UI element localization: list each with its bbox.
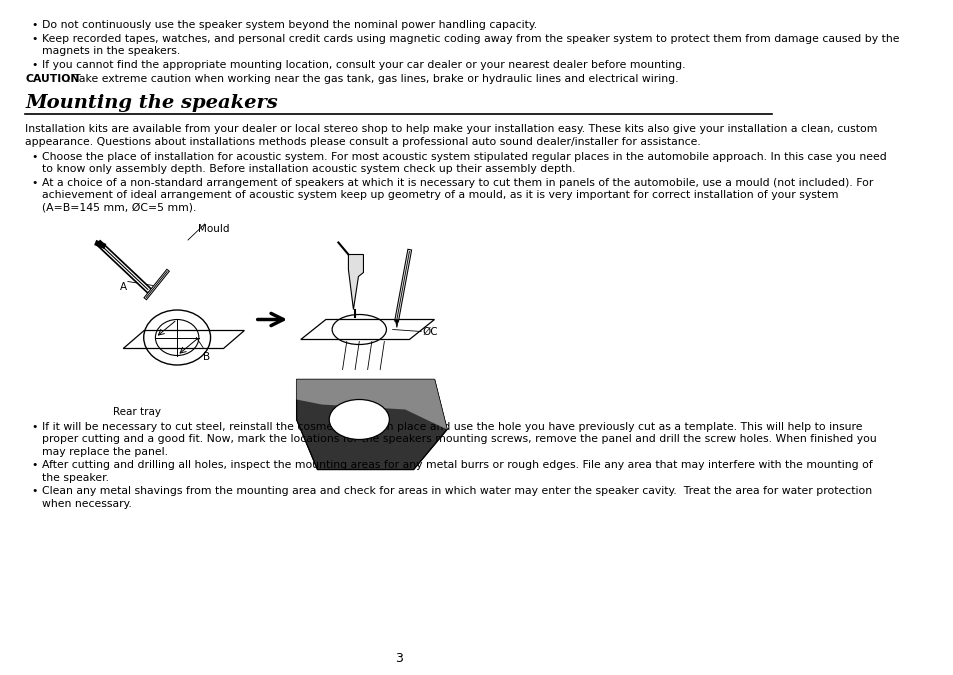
Text: A: A: [119, 281, 127, 292]
Text: Rear tray: Rear tray: [112, 407, 161, 417]
Text: appearance. Questions about installations methods please consult a professional : appearance. Questions about installation…: [25, 137, 700, 147]
Text: •: •: [31, 422, 38, 432]
Text: •: •: [31, 460, 38, 470]
Text: proper cutting and a good fit. Now, mark the locations for the speakers mounting: proper cutting and a good fit. Now, mark…: [42, 435, 876, 445]
Text: may replace the panel.: may replace the panel.: [42, 447, 168, 457]
Polygon shape: [348, 254, 363, 310]
Text: magnets in the speakers.: magnets in the speakers.: [42, 46, 180, 56]
Polygon shape: [296, 379, 447, 470]
Ellipse shape: [329, 400, 389, 439]
Text: •: •: [31, 178, 38, 188]
Text: B: B: [203, 352, 210, 362]
Text: 3: 3: [395, 652, 402, 665]
Text: Mould: Mould: [198, 224, 230, 234]
Text: Mounting the speakers: Mounting the speakers: [25, 94, 277, 111]
Text: •: •: [31, 20, 38, 30]
Text: Keep recorded tapes, watches, and personal credit cards using magnetic coding aw: Keep recorded tapes, watches, and person…: [42, 34, 899, 43]
Polygon shape: [296, 379, 447, 470]
Text: when necessary.: when necessary.: [42, 499, 132, 509]
Text: •: •: [31, 487, 38, 497]
Text: the speaker.: the speaker.: [42, 473, 109, 483]
Text: Clean any metal shavings from the mounting area and check for areas in which wat: Clean any metal shavings from the mounti…: [42, 487, 871, 497]
Text: (A=B=145 mm, ØC=5 mm).: (A=B=145 mm, ØC=5 mm).: [42, 202, 196, 213]
Polygon shape: [296, 379, 447, 429]
Text: •: •: [31, 59, 38, 70]
Text: Choose the place of installation for acoustic system. For most acoustic system s: Choose the place of installation for aco…: [42, 151, 885, 161]
Text: •: •: [31, 34, 38, 43]
Text: Do not continuously use the speaker system beyond the nominal power handling cap: Do not continuously use the speaker syst…: [42, 20, 537, 30]
Text: After cutting and drilling all holes, inspect the mounting areas for any metal b: After cutting and drilling all holes, in…: [42, 460, 872, 470]
Polygon shape: [395, 319, 398, 327]
Text: : Take extreme caution when working near the gas tank, gas lines, brake or hydra: : Take extreme caution when working near…: [67, 74, 678, 84]
Text: •: •: [31, 151, 38, 161]
Text: Installation kits are available from your dealer or local stereo shop to help ma: Installation kits are available from you…: [25, 124, 877, 134]
Text: If it will be necessary to cut steel, reinstall the cosmetic panel in place and : If it will be necessary to cut steel, re…: [42, 422, 862, 432]
Text: At a choice of a non-standard arrangement of speakers at which it is necessary t: At a choice of a non-standard arrangemen…: [42, 178, 872, 188]
Text: If you cannot find the appropriate mounting location, consult your car dealer or: If you cannot find the appropriate mount…: [42, 59, 684, 70]
Text: achievement of ideal arrangement of acoustic system keep up geometry of a mould,: achievement of ideal arrangement of acou…: [42, 190, 838, 200]
Text: ØC: ØC: [421, 327, 437, 337]
Text: CAUTION: CAUTION: [25, 74, 79, 84]
Text: to know only assembly depth. Before installation acoustic system check up their : to know only assembly depth. Before inst…: [42, 164, 575, 174]
